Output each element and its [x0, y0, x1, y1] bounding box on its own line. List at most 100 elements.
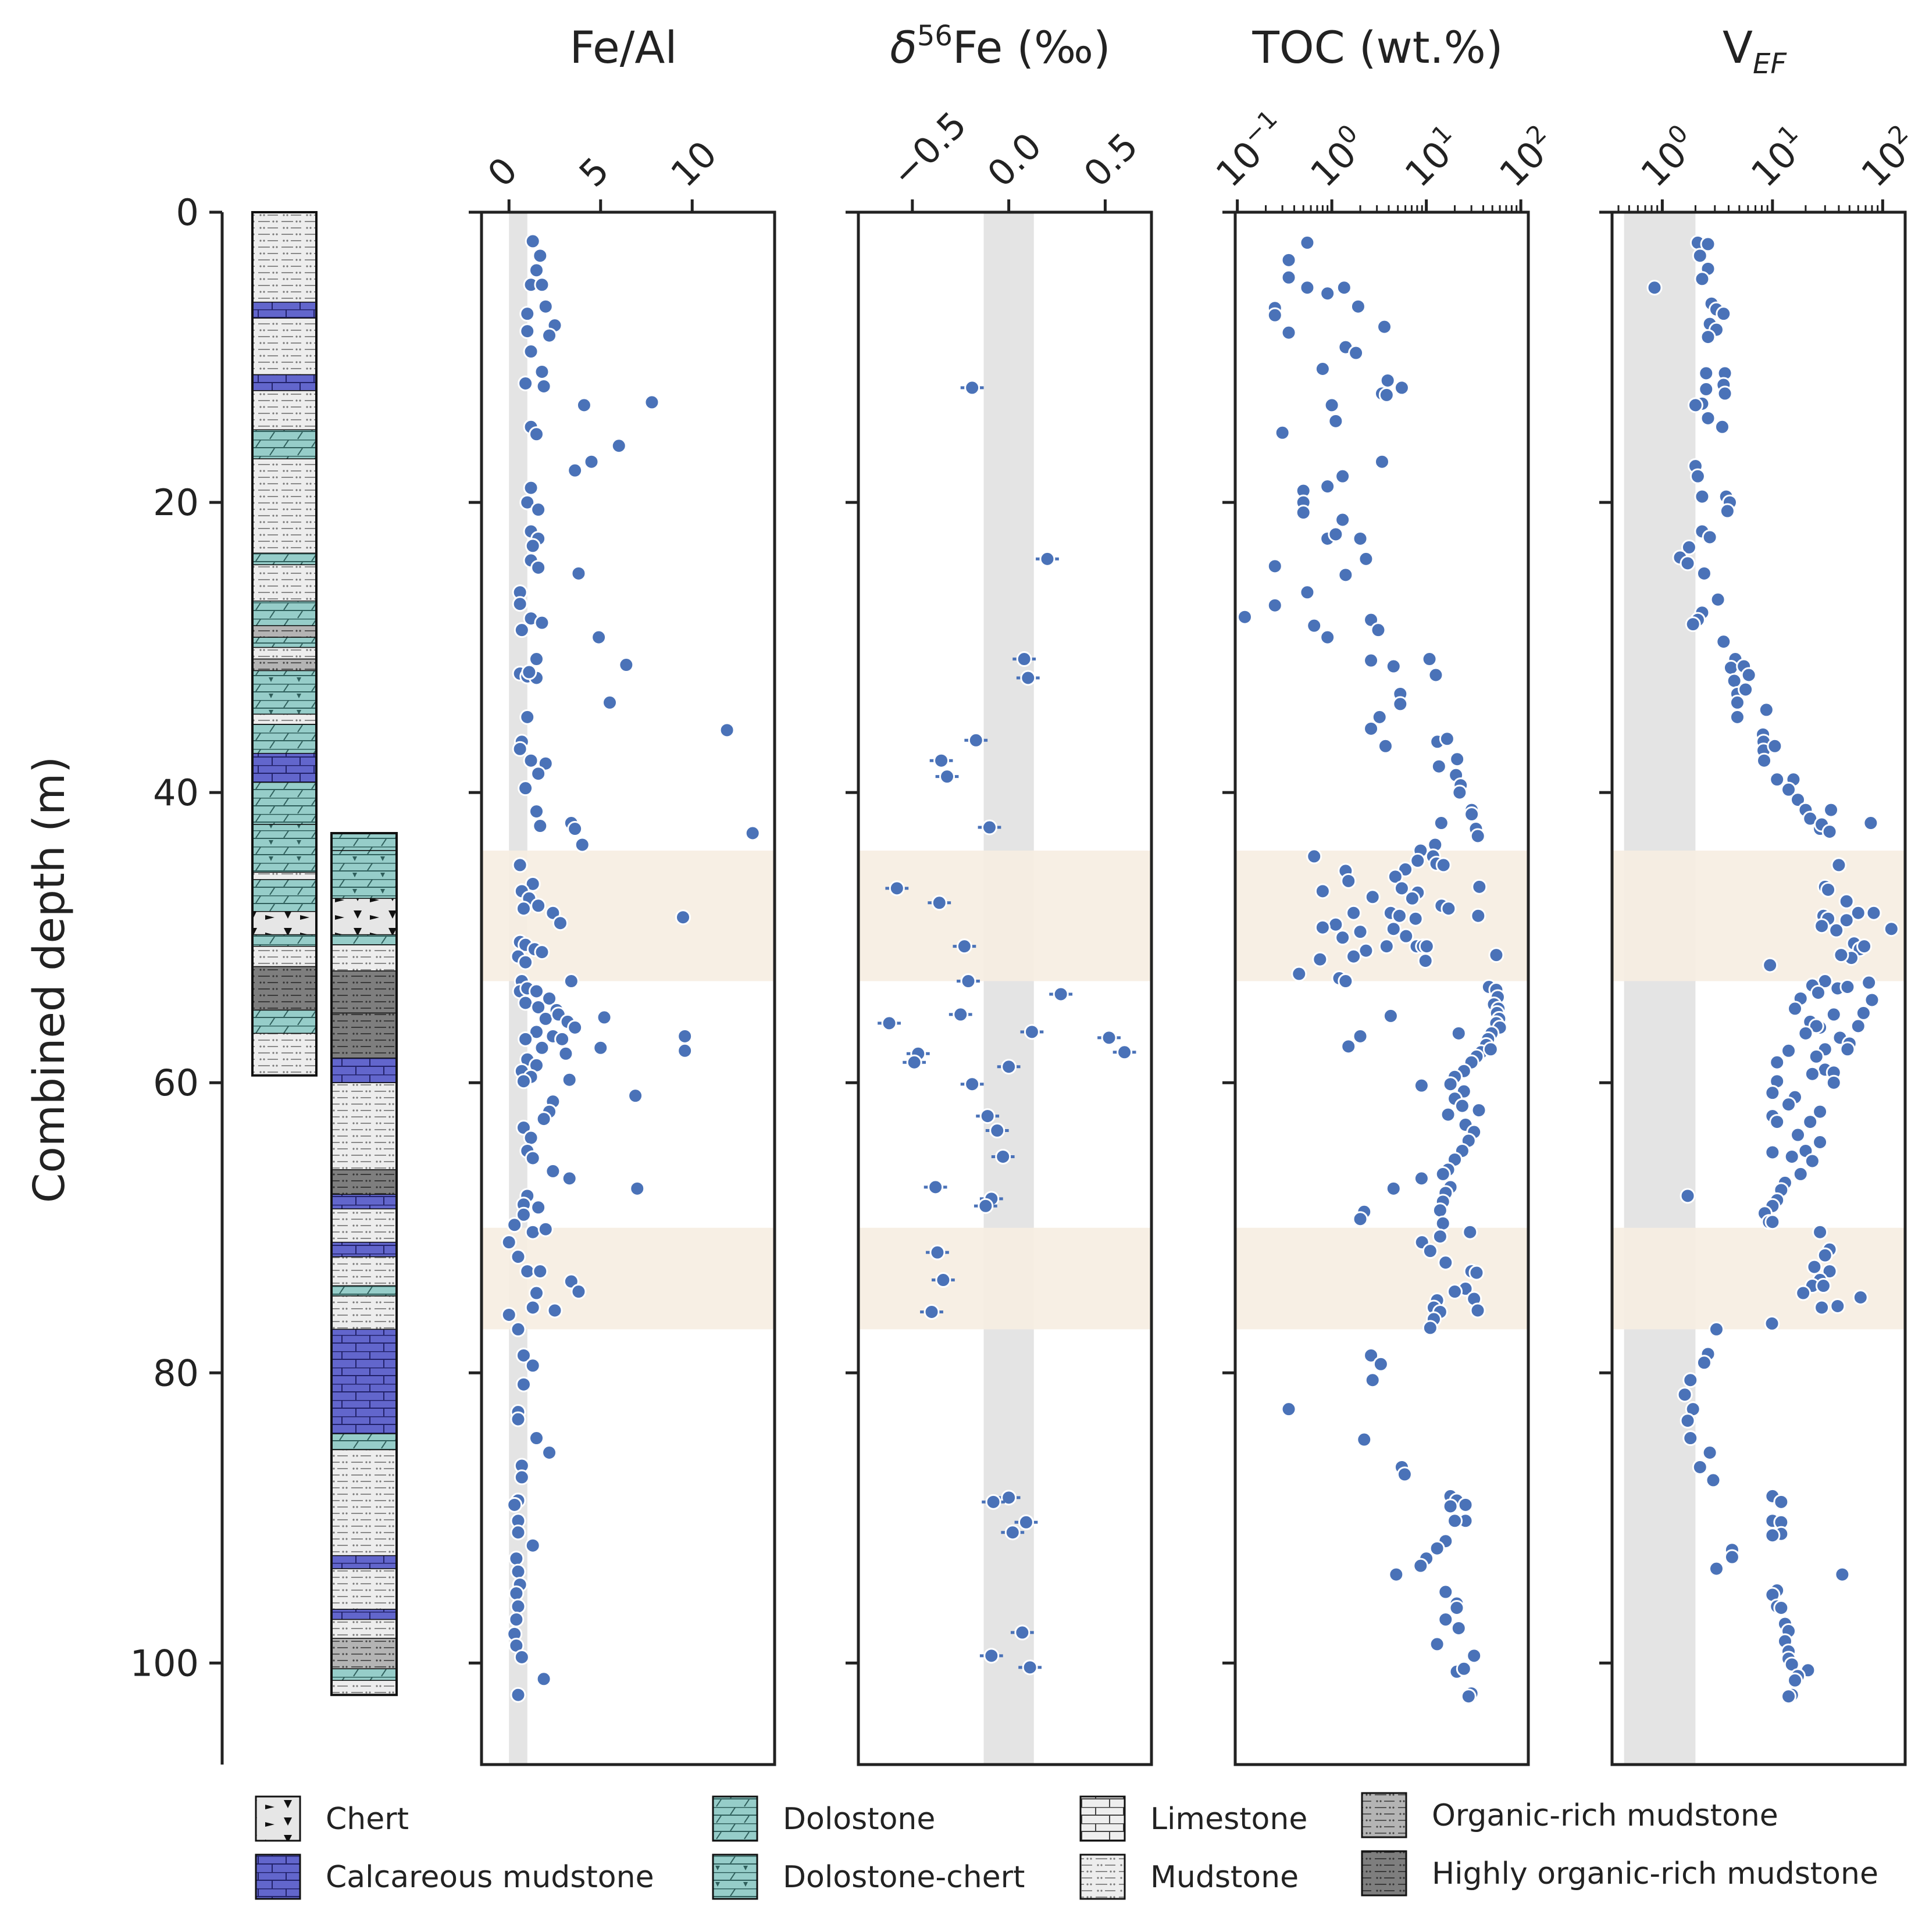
- data-point: [534, 1040, 550, 1056]
- data-point: [1682, 1430, 1699, 1447]
- data-point: [677, 1028, 693, 1044]
- data-point: [1385, 921, 1402, 937]
- data-point: [1464, 806, 1480, 823]
- data-point: [1705, 1472, 1721, 1488]
- data-point: [508, 1585, 525, 1602]
- v-ef-title: VEF: [1723, 22, 1787, 80]
- data-point: [1716, 634, 1732, 650]
- x-tick-label: 100: [1299, 119, 1375, 195]
- data-point: [541, 327, 558, 344]
- depth-axis: 0 20 40 60 80 100: [130, 191, 224, 1765]
- data-point: [532, 818, 548, 834]
- data-point: [1378, 938, 1395, 955]
- x-tick-label: 0.0: [979, 124, 1050, 195]
- data-point: [1320, 629, 1336, 645]
- data-point: [537, 1010, 554, 1027]
- lithology-layer-mudstone: [331, 1449, 397, 1556]
- data-point: [536, 378, 552, 394]
- data-point: [1817, 1247, 1833, 1263]
- data-point: [1014, 1624, 1031, 1641]
- data-point: [964, 1076, 980, 1092]
- lithology-column-outline: [330, 832, 398, 1697]
- lithology-layer-dolostone: [331, 1668, 397, 1681]
- panel-frame: [857, 210, 1153, 1766]
- lithology-layer-dolostone: [252, 637, 317, 648]
- data-point: [1356, 1431, 1372, 1448]
- data-point: [1804, 1066, 1820, 1082]
- data-point: [545, 1163, 561, 1179]
- lithology-layer-calcareous-mudstone: [331, 1241, 397, 1258]
- data-point: [518, 1031, 534, 1047]
- data-point: [1387, 869, 1403, 885]
- data-point: [529, 1285, 544, 1301]
- data-point: [1393, 380, 1410, 396]
- data-point: [1422, 1320, 1438, 1336]
- data-point: [1838, 893, 1855, 909]
- data-point: [1764, 1527, 1781, 1544]
- legend-label: Organic-rich mudstone: [1432, 1798, 1778, 1833]
- data-point: [1812, 1224, 1828, 1240]
- data-point: [1790, 792, 1806, 808]
- data-point: [508, 1611, 525, 1627]
- data-point: [1700, 410, 1716, 426]
- data-point: [1812, 1104, 1828, 1120]
- lithology-layer-mudstone: [252, 458, 317, 554]
- data-point: [1432, 1202, 1448, 1219]
- data-point: [1435, 857, 1452, 873]
- data-point: [1821, 824, 1838, 840]
- data-point: [1348, 345, 1364, 361]
- panel-frame: [1233, 210, 1530, 1766]
- data-point: [521, 664, 537, 680]
- data-point: [571, 565, 587, 581]
- data-point: [1447, 1513, 1463, 1529]
- legend-label: Chert: [326, 1802, 409, 1837]
- data-point: [1335, 512, 1351, 528]
- data-point: [536, 1111, 552, 1127]
- data-point: [1729, 709, 1745, 725]
- data-point: [1391, 908, 1407, 924]
- legend-item-organic-rich-mudstone: Organic-rich mudstone: [1361, 1792, 1778, 1838]
- data-point: [1385, 658, 1402, 674]
- data-point: [1306, 617, 1322, 634]
- lithology-layer-dolostone: [252, 429, 317, 459]
- data-point: [1792, 1166, 1809, 1182]
- data-point: [1371, 709, 1388, 725]
- data-point: [1773, 1494, 1789, 1510]
- data-point: [1363, 720, 1379, 737]
- data-point: [906, 1054, 922, 1070]
- data-point: [1825, 1074, 1842, 1091]
- data-point: [567, 1019, 583, 1035]
- data-point: [627, 1088, 644, 1104]
- data-point: [1018, 1514, 1034, 1530]
- data-point: [1702, 529, 1718, 545]
- data-point: [1281, 1401, 1297, 1417]
- lithology-layer-calcareous-mudstone: [331, 1058, 397, 1083]
- legend-item-highly-organic-rich-mudstone: Highly organic-rich mudstone: [1361, 1850, 1878, 1897]
- data-point: [567, 821, 583, 837]
- data-point: [1363, 652, 1379, 669]
- fe-al-title: Fe/Al: [569, 22, 677, 73]
- lithology-layer-dolostone: [252, 934, 317, 947]
- lithology-layer-mudstone: [331, 944, 397, 972]
- data-point: [1821, 1263, 1838, 1280]
- lithology-layer-calcareous-mudstone: [252, 301, 317, 319]
- data-point: [1468, 1265, 1485, 1281]
- data-point: [515, 1073, 532, 1090]
- lithology-layer-mudstone: [252, 945, 317, 967]
- data-point: [1814, 918, 1830, 934]
- data-point: [1418, 938, 1435, 955]
- legend-label: Mudstone: [1150, 1860, 1299, 1895]
- lithology-layer-calcareous-mudstone: [252, 374, 317, 391]
- data-point: [1839, 1041, 1856, 1058]
- data-point: [1698, 381, 1714, 397]
- data-point: [1773, 1600, 1789, 1616]
- x-tick-label: 10−1: [1205, 104, 1296, 195]
- data-point: [1438, 1611, 1454, 1627]
- data-point: [1756, 752, 1773, 769]
- data-point: [512, 596, 528, 612]
- data-point: [1808, 1048, 1824, 1065]
- data-point: [1808, 1018, 1824, 1034]
- data-point: [1328, 526, 1344, 542]
- data-point: [552, 915, 568, 931]
- data-point: [1850, 1018, 1866, 1034]
